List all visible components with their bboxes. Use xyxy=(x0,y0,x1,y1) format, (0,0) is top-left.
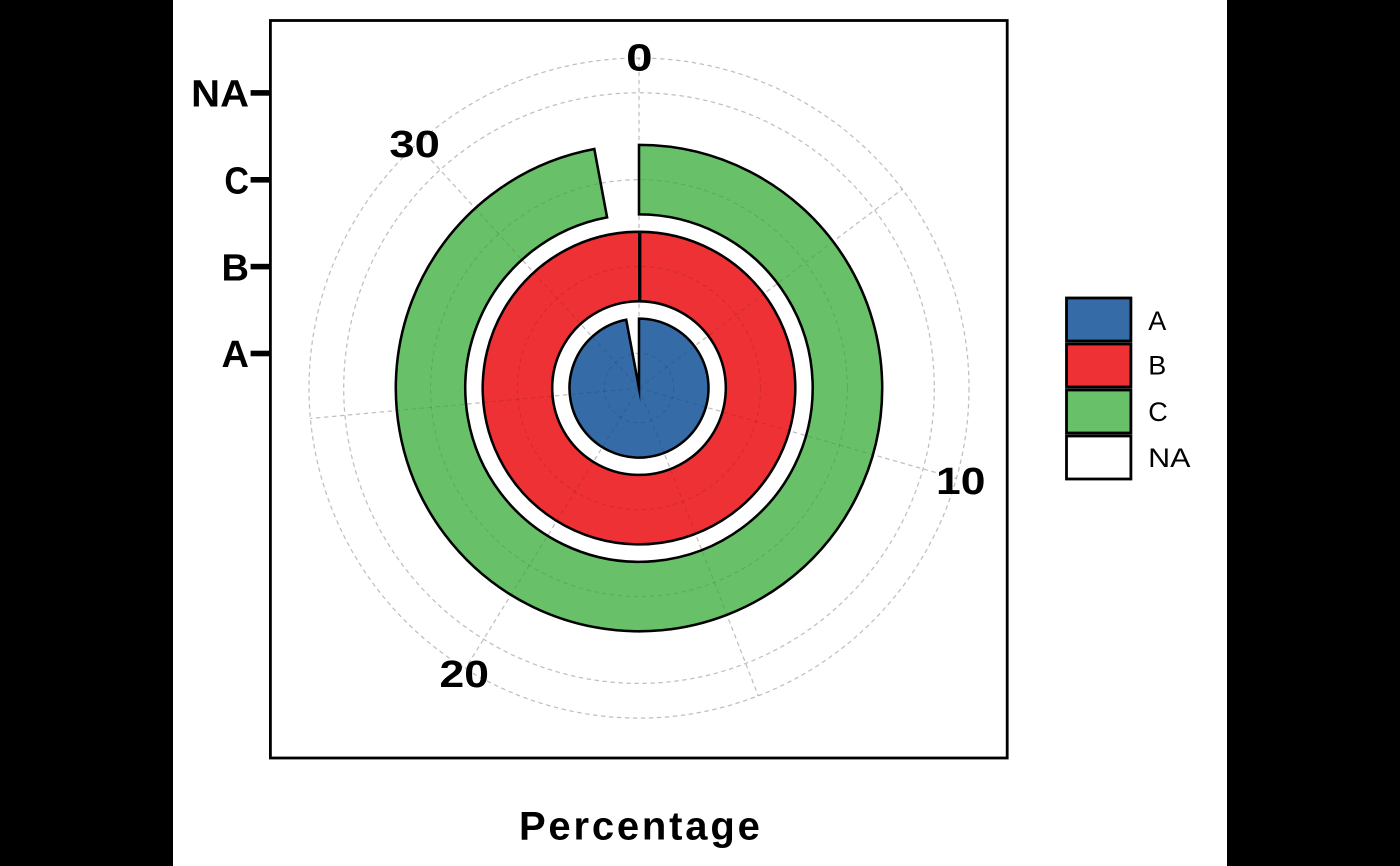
svg-text:C: C xyxy=(1148,397,1168,427)
svg-text:B: B xyxy=(1148,351,1166,381)
svg-text:30: 30 xyxy=(389,124,440,166)
svg-text:A: A xyxy=(1148,306,1166,336)
svg-text:B: B xyxy=(222,247,249,289)
svg-text:A: A xyxy=(222,334,249,376)
svg-text:C: C xyxy=(224,161,249,203)
svg-text:Percentage: Percentage xyxy=(519,805,763,849)
svg-text:0: 0 xyxy=(626,37,652,79)
svg-text:NA: NA xyxy=(191,74,249,116)
svg-text:20: 20 xyxy=(440,654,489,696)
svg-text:NA: NA xyxy=(1148,443,1190,473)
svg-text:10: 10 xyxy=(936,461,985,503)
